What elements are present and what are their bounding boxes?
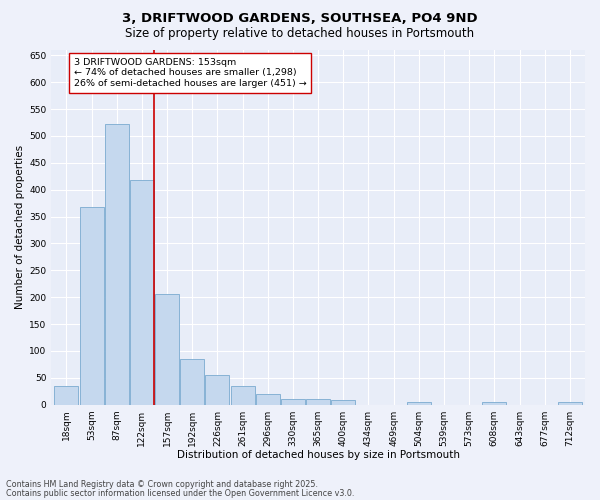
Bar (230, 386, 254, 404)
Bar (155, 294, 179, 405)
Text: 3, DRIFTWOOD GARDENS, SOUTHSEA, PO4 9ND: 3, DRIFTWOOD GARDENS, SOUTHSEA, PO4 9ND (122, 12, 478, 26)
Y-axis label: Number of detached properties: Number of detached properties (15, 145, 25, 310)
Text: Contains public sector information licensed under the Open Government Licence v3: Contains public sector information licen… (6, 489, 355, 498)
Bar (80, 207, 104, 404)
Text: Size of property relative to detached houses in Portsmouth: Size of property relative to detached ho… (125, 28, 475, 40)
Bar (407, 402, 431, 404)
Bar (558, 402, 582, 404)
Text: 3 DRIFTWOOD GARDENS: 153sqm
← 74% of detached houses are smaller (1,298)
26% of : 3 DRIFTWOOD GARDENS: 153sqm ← 74% of det… (74, 58, 307, 88)
Bar (205, 375, 229, 404)
Bar (281, 399, 305, 404)
Bar (55, 386, 79, 404)
Bar (256, 394, 280, 404)
Bar (306, 399, 330, 404)
Bar (105, 124, 128, 404)
Bar (482, 402, 506, 404)
Bar (130, 180, 154, 404)
X-axis label: Distribution of detached houses by size in Portsmouth: Distribution of detached houses by size … (176, 450, 460, 460)
Text: Contains HM Land Registry data © Crown copyright and database right 2025.: Contains HM Land Registry data © Crown c… (6, 480, 318, 489)
Bar (331, 400, 355, 404)
Bar (181, 360, 204, 405)
